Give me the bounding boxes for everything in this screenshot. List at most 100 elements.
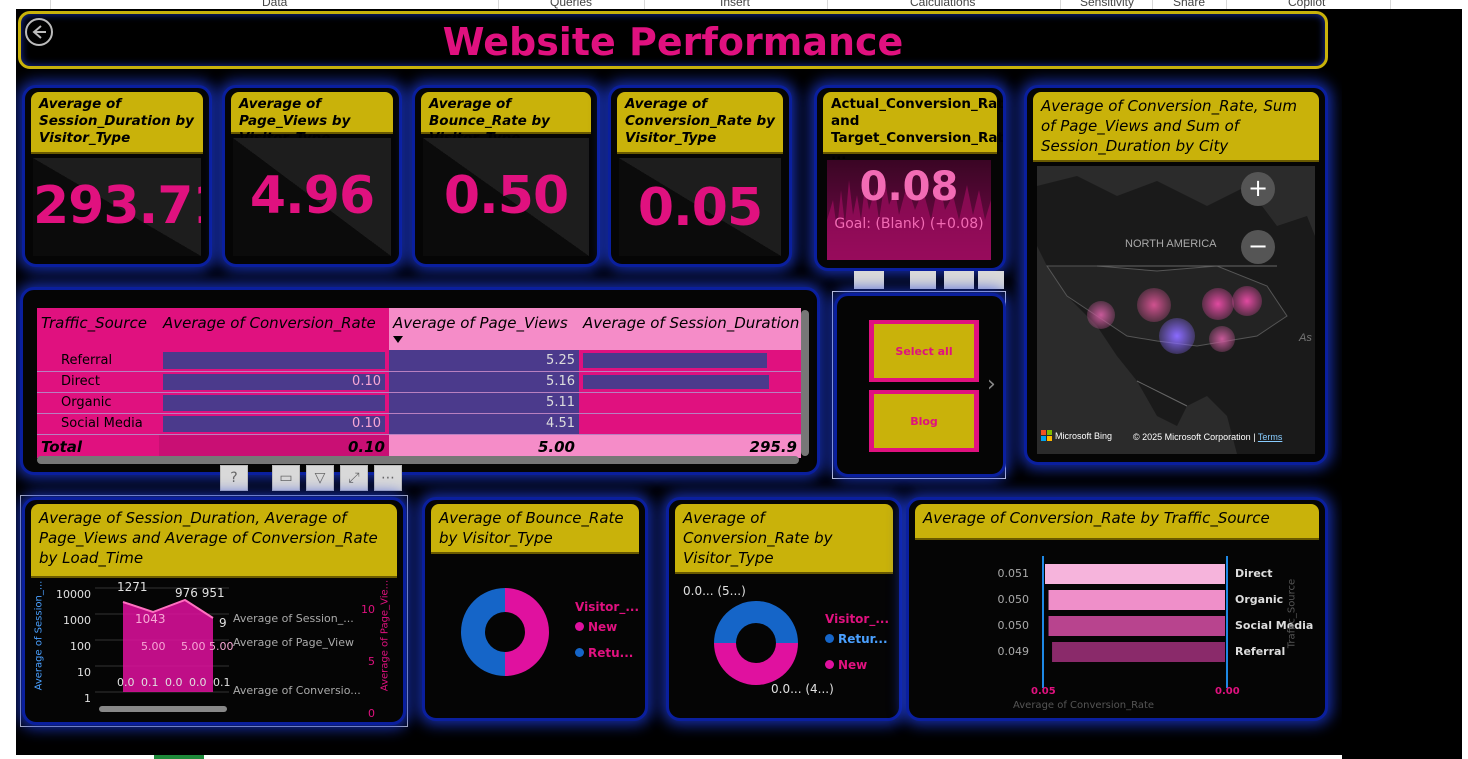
horizontal-scrollbar[interactable]: [99, 706, 227, 712]
slicer-card[interactable]: Select all Blog ›: [834, 293, 1006, 477]
map-card[interactable]: Average of Conversion_Rate, Sum of Page_…: [1024, 85, 1328, 465]
ribbon-queries[interactable]: Queries: [550, 0, 593, 9]
legend-item-new[interactable]: New: [825, 658, 867, 672]
vertical-scrollbar[interactable]: [801, 310, 809, 456]
terms-link[interactable]: Terms: [1257, 432, 1283, 442]
table-row[interactable]: Referral 5.25: [37, 350, 801, 372]
ribbon-data[interactable]: Data: [262, 0, 288, 9]
donut-slice-returning[interactable]: [714, 601, 798, 643]
bar-direct[interactable]: [1045, 564, 1225, 584]
focus-icon[interactable]: [944, 271, 974, 289]
y-right-tick: 5: [368, 655, 375, 668]
focus-mode-icon[interactable]: ⤢: [340, 465, 368, 491]
copy-icon[interactable]: ▭: [272, 465, 300, 491]
right-panel: [1342, 9, 1462, 759]
donut-chart-conversion-rate[interactable]: [711, 598, 801, 688]
slicer-item-blog[interactable]: Blog: [869, 390, 979, 452]
combo-plot[interactable]: Average of Session_... Average of Page_V…: [31, 578, 401, 720]
bar-category-label: Social Media: [1235, 619, 1314, 632]
title-bar: Website Performance: [18, 11, 1328, 69]
ribbon-calculations[interactable]: Calculations: [910, 0, 976, 9]
column-header[interactable]: Average of Session_Duration: [579, 308, 801, 350]
back-icon[interactable]: [25, 18, 53, 46]
kpi-card-bounce-rate[interactable]: Average of Bounce_Rate by Visitor_Type 0…: [412, 85, 600, 267]
matrix-table[interactable]: Traffic_Source Average of Conversion_Rat…: [37, 308, 801, 458]
page-views-cell: 5.11: [389, 392, 579, 414]
kpi-card-page-views[interactable]: Average of Page_Views by Visitor_Type 4.…: [222, 85, 402, 267]
donut-chart-bounce-rate[interactable]: [457, 584, 553, 680]
legend-item-returning[interactable]: Retu...: [575, 646, 633, 660]
zoom-out-button[interactable]: −: [1241, 230, 1275, 264]
gauge-card[interactable]: Actual_Conversion_Rate and Target_Conver…: [814, 85, 1006, 271]
more-options-icon[interactable]: ⋯: [374, 465, 402, 491]
bar-referral[interactable]: [1052, 642, 1225, 662]
ribbon-copilot[interactable]: Copilot: [1288, 0, 1326, 9]
bar-organic[interactable]: [1048, 590, 1225, 610]
map-bubble[interactable]: [1232, 286, 1262, 316]
sort-descending-icon[interactable]: [393, 336, 403, 343]
kpi-card-conversion-rate[interactable]: Average of Conversion_Rate by Visitor_Ty…: [608, 85, 792, 267]
horizontal-scrollbar[interactable]: [37, 456, 799, 464]
combo-area-chart[interactable]: [95, 584, 229, 708]
y-right-axis-label: Average of Page_Vie...: [379, 579, 391, 692]
kpi-card-session-duration[interactable]: Average of Session_Duration by Visitor_T…: [22, 85, 212, 267]
map-bubble[interactable]: [1202, 288, 1234, 320]
total-conversion: 0.10: [159, 434, 389, 458]
active-page-tab[interactable]: [154, 755, 204, 759]
slicer-item-select-all[interactable]: Select all: [869, 320, 979, 382]
bar-title: Average of Conversion_Rate by Traffic_So…: [915, 504, 1319, 540]
map-area[interactable]: NORTH AMERICA As + − Microsoft Bing © 20…: [1037, 166, 1315, 454]
help-icon[interactable]: ?: [220, 465, 248, 491]
data-bar: [163, 394, 385, 411]
donut-slice-returning[interactable]: [461, 588, 505, 676]
ribbon-share[interactable]: Share: [1173, 0, 1206, 9]
help-icon[interactable]: [854, 271, 884, 289]
map-bubble[interactable]: [1159, 318, 1195, 354]
data-label: 0.1: [213, 676, 231, 689]
y-left-tick: 10: [77, 666, 91, 679]
map-bubble[interactable]: [1209, 326, 1235, 352]
table-row[interactable]: Organic 5.11: [37, 392, 801, 414]
donut-slice-new[interactable]: [714, 643, 798, 685]
zoom-in-button[interactable]: +: [1241, 172, 1275, 206]
filter-icon[interactable]: ▽: [306, 465, 334, 491]
legend-item-returning[interactable]: Retur...: [825, 632, 888, 646]
column-header[interactable]: Average of Conversion_Rate: [159, 308, 389, 350]
zoom-out-icon: −: [1247, 232, 1269, 260]
column-header[interactable]: Traffic_Source: [37, 308, 159, 350]
x-tick: 0.05: [1031, 686, 1056, 697]
legend-dot-icon: [575, 622, 584, 631]
map-bubble[interactable]: [1087, 301, 1115, 329]
bar-chart-card[interactable]: Average of Conversion_Rate by Traffic_So…: [906, 497, 1328, 721]
pin-icon[interactable]: [910, 271, 936, 289]
chevron-right-icon[interactable]: ›: [987, 372, 996, 397]
map-title: Average of Conversion_Rate, Sum of Page_…: [1033, 92, 1319, 162]
pie-card-bounce-rate[interactable]: Average of Bounce_Rate by Visitor_Type V…: [422, 497, 648, 721]
bar-category-label: Direct: [1235, 567, 1273, 580]
pie-card-conversion-rate[interactable]: Average of Conversion_Rate by Visitor_Ty…: [666, 497, 902, 721]
more-options-icon[interactable]: [978, 271, 1004, 289]
bar-social-media[interactable]: [1048, 616, 1225, 636]
data-label: 976 951: [175, 586, 225, 600]
donut-slice-new[interactable]: [505, 588, 549, 676]
legend-title: Visitor_...: [575, 600, 640, 614]
table-row[interactable]: Direct 0.10 5.16: [37, 371, 801, 393]
map-edge-label: As: [1299, 332, 1312, 344]
data-label: 5.00: [209, 640, 234, 653]
table-row[interactable]: Social Media 0.10 4.51: [37, 413, 801, 435]
microsoft-logo-icon: [1041, 430, 1052, 441]
ribbon-sensitivity[interactable]: Sensitivity: [1080, 0, 1135, 9]
conversion-cell: [159, 350, 389, 372]
matrix-card[interactable]: Traffic_Source Average of Conversion_Rat…: [20, 287, 820, 475]
data-label: 1043: [135, 612, 166, 626]
legend-item-new[interactable]: New: [575, 620, 617, 634]
ribbon-insert[interactable]: Insert: [720, 0, 751, 9]
bar-svg[interactable]: [909, 548, 1325, 718]
kpi-title: Average of Conversion_Rate by Visitor_Ty…: [617, 92, 783, 154]
bar-plot[interactable]: 0.051 Direct 0.050 Organic 0.050 Social Media…: [909, 548, 1325, 718]
map-bubble[interactable]: [1137, 288, 1171, 322]
data-label: 5.00: [141, 640, 166, 653]
combo-chart-card[interactable]: Average of Session_Duration, Average of …: [22, 497, 406, 725]
y-left-tick: 1000: [63, 614, 91, 627]
column-header[interactable]: Average of Page_Views: [389, 308, 579, 350]
